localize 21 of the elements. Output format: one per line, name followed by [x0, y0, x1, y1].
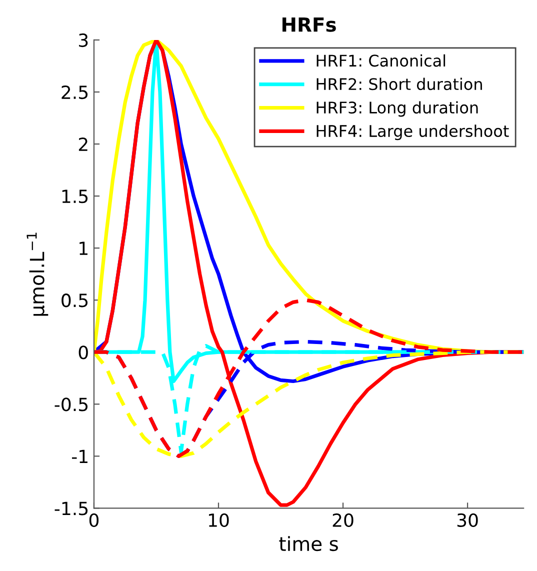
y-tick-label: 1	[80, 242, 88, 255]
y-tick-label: 1.5	[62, 190, 88, 204]
y-tick-label: 2.5	[62, 85, 88, 100]
y-tick-label: 3	[79, 33, 88, 48]
y-tick-label: 0	[78, 346, 88, 360]
y-tick-label: -0.5	[54, 398, 88, 412]
legend-label: HRF2: Short duration	[316, 78, 482, 90]
y-tick-label: 2	[78, 137, 88, 151]
y-axis-title: µmol.L$^{−1}$	[26, 232, 48, 316]
legend-label: HRF3: Long duration	[316, 101, 478, 117]
legend-label: HRF4: Large undershoot	[316, 124, 509, 140]
x-tick-label: 20	[332, 513, 354, 528]
x-tick-label: 0	[89, 513, 99, 528]
y-tick-label: -1	[72, 450, 88, 464]
x-tick-label: 10	[208, 513, 229, 528]
y-tick-label: 0.5	[62, 294, 88, 308]
x-tick-label: 30	[457, 513, 478, 528]
chart-title: HRFs	[282, 17, 336, 32]
legend-label: HRF1: Canonical	[316, 54, 446, 67]
y-tick-label: -1.5	[54, 502, 88, 516]
x-axis-title: time s	[279, 536, 338, 552]
